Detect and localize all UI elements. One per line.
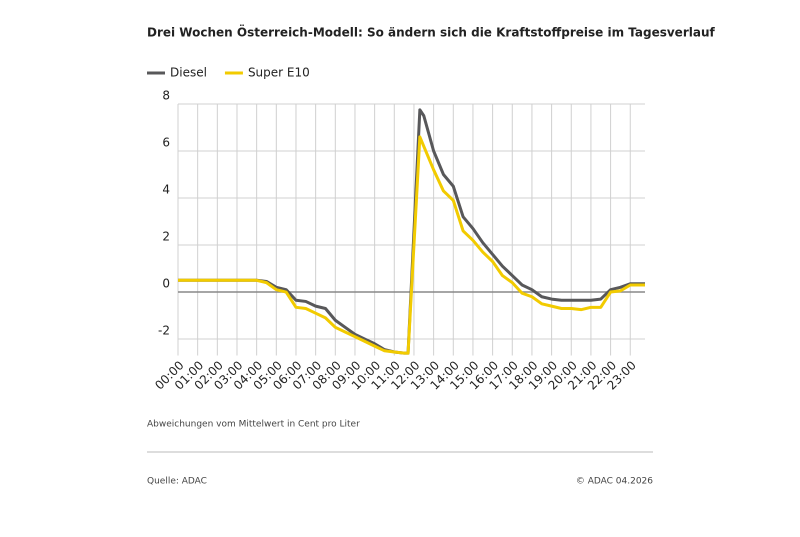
copyright: © ADAC 04.2026 xyxy=(576,477,653,487)
legend-label: Diesel xyxy=(170,66,207,80)
source: Quelle: ADAC xyxy=(147,477,207,487)
note: Abweichungen vom Mittelwert in Cent pro … xyxy=(147,420,360,430)
y-tick-label: -2 xyxy=(158,324,170,338)
y-tick-label: 2 xyxy=(162,230,170,244)
chart-title: Drei Wochen Österreich-Modell: So ändern… xyxy=(147,25,715,40)
y-tick-label: 0 xyxy=(162,277,170,291)
line xyxy=(178,135,645,355)
y-tick-label: 6 xyxy=(162,136,170,150)
y-tick-label: 4 xyxy=(162,183,170,197)
y-tick-label: 8 xyxy=(162,89,170,103)
legend-label: Super E10 xyxy=(248,66,310,80)
